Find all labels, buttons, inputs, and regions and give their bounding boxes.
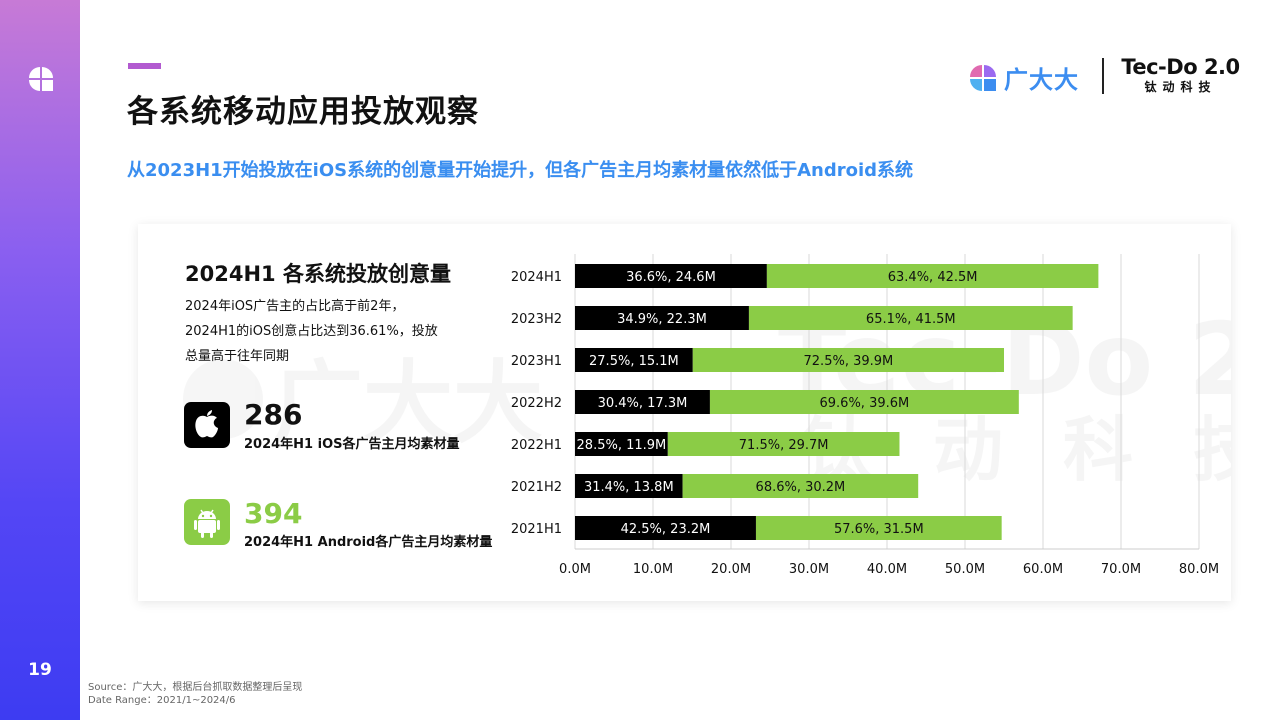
x-tick-label: 50.0M <box>945 562 985 577</box>
ios-stat-value: 286 <box>244 398 303 431</box>
y-tick-label: 2022H1 <box>511 438 562 453</box>
panel-description-line: 总量高于往年同期 <box>185 349 290 364</box>
bar-segment <box>692 348 1004 372</box>
y-tick-label: 2021H1 <box>511 522 562 537</box>
y-tick-label: 2022H2 <box>511 396 562 411</box>
date-range-line: Date Range：2021/1~2024/6 <box>88 695 236 706</box>
bar-data-label: 68.6%, 30.2M <box>756 480 846 495</box>
panel-description-line: 2024H1的iOS创意占比达到36.61%，投放 <box>185 324 438 339</box>
bar-data-label: 36.6%, 24.6M <box>626 270 716 285</box>
chart-card: 广大大 Tec-Do 2.0 钛动科技 2024H1 各系统投放创意量 2024… <box>138 224 1231 601</box>
bar-data-label: 30.4%, 17.3M <box>598 396 688 411</box>
bar-data-label: 34.9%, 22.3M <box>617 312 707 327</box>
bar-segment <box>748 306 1073 330</box>
y-tick-label: 2024H1 <box>511 270 562 285</box>
bar-data-label: 28.5%, 11.9M <box>577 438 667 453</box>
bar-segment <box>575 390 710 414</box>
brand-tecdo-name: Tec-Do 2.0 <box>1121 55 1240 79</box>
page-number: 19 <box>28 660 52 680</box>
stacked-bar-chart: 0.0M 10.0M 20.0M 30.0M 40.0M 50.0M 60.0M 70.0M 8… <box>511 254 1219 577</box>
brand-logo-icon <box>29 67 53 91</box>
bar-data-label: 72.5%, 39.9M <box>804 354 894 369</box>
page-title: 各系统移动应用投放观察 <box>127 94 479 130</box>
brand-gdd-logo: 广大大 <box>968 60 1079 95</box>
y-tick-label: 2021H2 <box>511 480 562 495</box>
title-accent-bar <box>128 63 161 69</box>
x-tick-label: 20.0M <box>711 562 751 577</box>
bar-segment <box>667 432 900 456</box>
sidebar: 19 <box>0 0 80 720</box>
android-stat-label: 2024年H1 Android各广告主月均素材量 <box>244 535 493 550</box>
bar-data-label: 65.1%, 41.5M <box>866 312 956 327</box>
bar-data-label: 63.4%, 42.5M <box>888 270 978 285</box>
page-subtitle: 从2023H1开始投放在iOS系统的创意量开始提升，但各广告主月均素材量依然低于… <box>127 160 914 181</box>
panel-description-line: 2024年iOS广告主的占比高于前2年， <box>185 299 405 314</box>
bar-segment <box>755 516 1002 540</box>
x-tick-label: 10.0M <box>633 562 673 577</box>
x-tick-label: 0.0M <box>559 562 591 577</box>
bar-data-label: 71.5%, 29.7M <box>739 438 829 453</box>
bar-data-label: 57.6%, 31.5M <box>834 522 924 537</box>
ios-stat-label: 2024年H1 iOS各广告主月均素材量 <box>244 437 460 452</box>
brand-tecdo-logo: Tec-Do 2.0 钛动科技 <box>1118 55 1243 95</box>
panel-title: 2024H1 各系统投放创意量 <box>185 262 451 286</box>
android-stat-value: 394 <box>244 497 303 530</box>
source-note: Source：广大大，根据后台抓取数据整理后呈现 Date Range：2021… <box>88 681 302 707</box>
x-tick-label: 80.0M <box>1179 562 1219 577</box>
bar-data-label: 31.4%, 13.8M <box>584 480 674 495</box>
x-tick-label: 40.0M <box>867 562 907 577</box>
bar-segment <box>575 516 756 540</box>
android-icon <box>184 499 230 545</box>
bar-segment <box>709 390 1019 414</box>
brand-gdd-name: 广大大 <box>1004 66 1079 94</box>
bar-data-label: 27.5%, 15.1M <box>589 354 679 369</box>
bar-segment <box>575 432 668 456</box>
bar-segment <box>575 348 693 372</box>
bar-segment <box>575 474 683 498</box>
bar-segment <box>682 474 919 498</box>
brand-tecdo-subtitle: 钛动科技 <box>1144 80 1217 94</box>
brand-divider <box>1102 58 1104 94</box>
panel-description: 2024年iOS广告主的占比高于前2年， 2024H1的iOS创意占比达到36.… <box>185 294 455 369</box>
bar-segment <box>575 264 767 288</box>
bar-data-label: 42.5%, 23.2M <box>621 522 711 537</box>
y-tick-label: 2023H2 <box>511 312 562 327</box>
apple-icon <box>184 402 230 448</box>
bar-segment <box>575 306 749 330</box>
x-tick-label: 30.0M <box>789 562 829 577</box>
x-tick-label: 70.0M <box>1101 562 1141 577</box>
x-tick-label: 60.0M <box>1023 562 1063 577</box>
bar-data-label: 69.6%, 39.6M <box>820 396 910 411</box>
source-line: Source：广大大，根据后台抓取数据整理后呈现 <box>88 682 303 693</box>
gdd-logo-icon <box>970 64 996 91</box>
y-tick-label: 2023H1 <box>511 354 562 369</box>
bar-segment <box>766 264 1099 288</box>
